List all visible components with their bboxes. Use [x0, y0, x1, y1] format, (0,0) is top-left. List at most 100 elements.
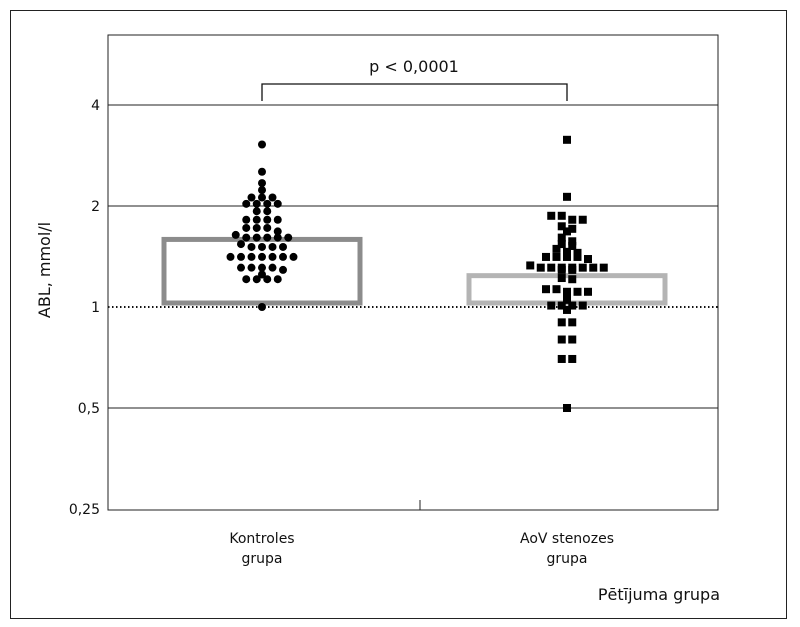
data-point [242, 223, 251, 232]
data-point [578, 263, 587, 272]
data-point [258, 242, 266, 251]
data-point [563, 252, 571, 261]
data-point [237, 252, 245, 261]
data-point [258, 303, 266, 311]
data-point [258, 193, 266, 202]
data-point [542, 285, 550, 294]
data-point [242, 199, 251, 208]
data-point [536, 263, 545, 272]
data-point [584, 287, 592, 296]
data-point [547, 211, 556, 220]
figure-border [10, 10, 787, 619]
data-point [242, 215, 251, 224]
data-point [547, 301, 556, 310]
group-label-0-line2: grupa [242, 551, 283, 567]
data-point [563, 192, 571, 201]
data-point [268, 193, 277, 202]
data-point [279, 242, 287, 251]
data-point [258, 263, 266, 272]
y-tick-label: 2 [91, 199, 100, 215]
data-point [563, 135, 571, 144]
data-point [568, 275, 577, 284]
data-point [247, 242, 256, 251]
data-point [284, 233, 293, 242]
data-point [258, 270, 266, 279]
data-point [568, 354, 577, 363]
data-point [578, 301, 587, 310]
data-point [552, 252, 561, 261]
data-point [563, 305, 571, 314]
y-tick-label: 1 [91, 300, 100, 316]
data-point [557, 301, 566, 310]
data-point [568, 224, 577, 233]
data-point [563, 247, 571, 256]
group-label-1-line2: grupa [547, 551, 588, 567]
data-point [231, 230, 240, 239]
data-point [247, 263, 256, 272]
data-point [552, 285, 561, 294]
data-point [568, 265, 577, 274]
data-point [568, 318, 577, 327]
data-point [589, 263, 598, 272]
data-point [557, 274, 566, 283]
data-point [557, 354, 566, 363]
y-tick-label: 0,5 [78, 401, 100, 417]
data-point [568, 241, 577, 250]
data-point [252, 199, 261, 208]
data-point [584, 255, 592, 264]
data-point [263, 199, 272, 208]
data-point [268, 252, 277, 261]
data-point [263, 223, 272, 232]
data-point [237, 240, 245, 249]
data-point [258, 140, 266, 149]
significance-bracket [261, 83, 568, 101]
data-point [279, 252, 287, 261]
data-point [252, 275, 261, 284]
data-point [273, 227, 282, 236]
data-point [568, 215, 577, 224]
data-point [557, 222, 566, 231]
data-point [557, 265, 566, 274]
data-point [568, 335, 577, 344]
data-point [263, 233, 272, 242]
data-point [258, 179, 266, 188]
data-point [258, 252, 266, 261]
data-point [573, 248, 582, 257]
data-point [557, 240, 566, 249]
p-value-annotation: p < 0,0001 [369, 57, 459, 76]
y-tick-label: 0,25 [69, 502, 100, 518]
data-point [557, 233, 566, 242]
group-label-1-line1: AoV stenozes [520, 531, 614, 547]
data-point [526, 261, 535, 270]
data-point [599, 263, 608, 272]
data-point [563, 290, 571, 299]
x-axis-title: Pētījuma grupa [598, 585, 720, 604]
data-point [563, 295, 571, 304]
data-point [252, 233, 261, 242]
data-point [247, 193, 256, 202]
data-point [258, 167, 266, 176]
data-point [273, 275, 282, 284]
data-point [273, 233, 282, 242]
data-point [547, 263, 556, 272]
data-point [578, 215, 587, 224]
data-point [573, 252, 582, 261]
data-point [289, 252, 298, 261]
data-point [263, 215, 272, 224]
data-point [557, 335, 566, 344]
data-point [242, 275, 251, 284]
data-point [279, 265, 287, 274]
data-point [268, 242, 277, 251]
data-point [247, 252, 256, 261]
data-point [557, 318, 566, 327]
data-point [252, 215, 261, 224]
data-point [252, 207, 261, 216]
y-axis-title: ABL, mmol/l [35, 222, 54, 318]
data-point [242, 233, 251, 242]
data-point [268, 263, 277, 272]
data-point [568, 237, 577, 246]
data-point [258, 186, 266, 195]
data-point [557, 211, 566, 220]
data-point [263, 275, 272, 284]
